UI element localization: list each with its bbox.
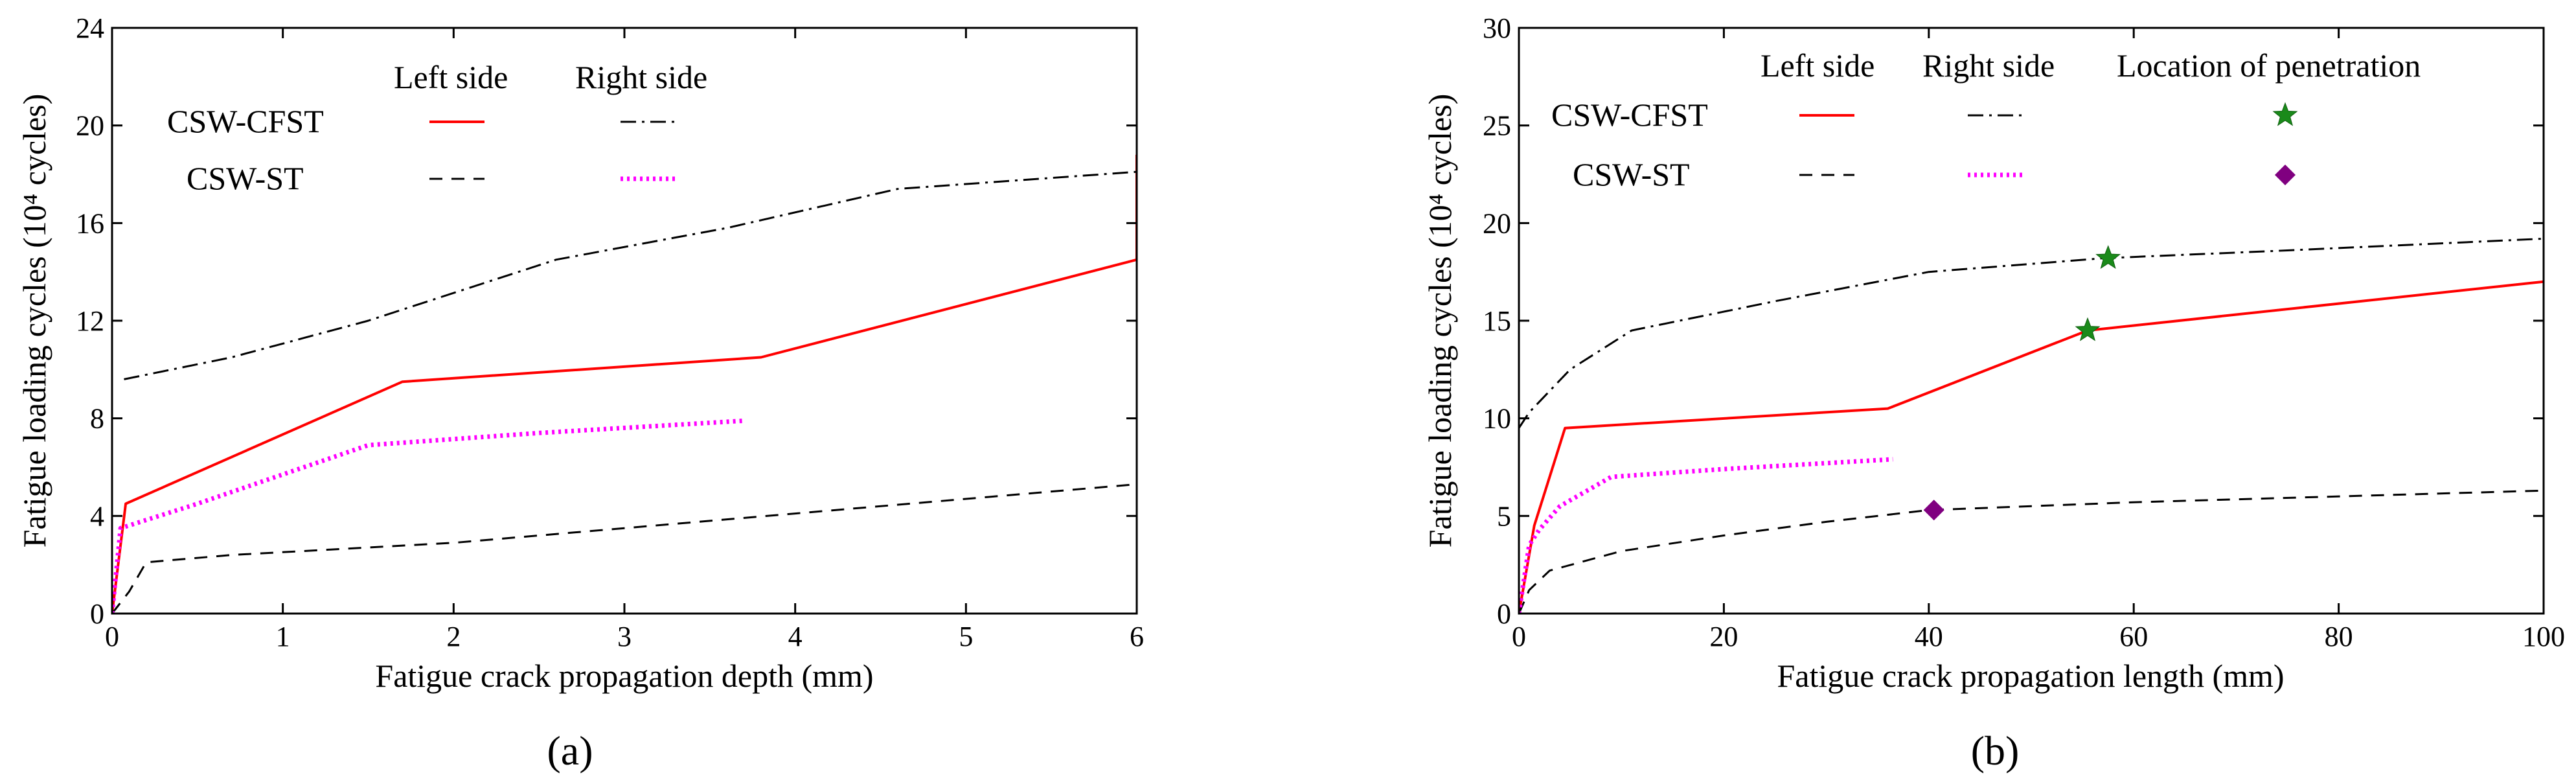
panel-b-x-tick-label: 100	[2522, 621, 2565, 652]
panel-a-y-tick-label: 8	[90, 403, 104, 435]
panel-b-x-tick-label: 40	[1915, 621, 1943, 652]
panel-a-y-tick-label: 12	[76, 305, 104, 337]
panel-b-x-tick-label: 80	[2325, 621, 2353, 652]
panel-b-legend-star-icon	[2272, 102, 2298, 126]
panel-a-x-tick-label: 2	[446, 621, 461, 652]
panel-a-x-tick-label: 0	[105, 621, 119, 652]
panel-a-legend-header-right: Right side	[575, 59, 707, 95]
panel-b-marker-star-1	[2095, 245, 2121, 270]
panel-a-legend-row-st: CSW-ST	[187, 160, 304, 196]
panel-b-y-tick-label: 25	[1483, 110, 1511, 142]
panel-a-series-csw-st-right-side	[112, 418, 744, 614]
panel-a-y-tick-label: 24	[76, 12, 104, 44]
panel-a-y-tick-label: 0	[90, 598, 104, 630]
panel-b-legend-header-penetration: Location of penetration	[2117, 47, 2421, 84]
panel-b-series-csw-st-right-side	[1519, 457, 1893, 614]
panel-b-y-tick-label: 5	[1497, 500, 1511, 532]
panel-a-x-axis-title: Fatigue crack propagation depth (mm)	[375, 658, 873, 694]
panel-b-ticks: 0 20 40 60 80 100 0 5 10 15 20 25 30	[1483, 12, 2565, 652]
panel-b-x-tick-label: 0	[1512, 621, 1526, 652]
panel-b-y-tick-label: 0	[1497, 598, 1511, 630]
panel-b-legend-diamond-icon	[2275, 165, 2296, 185]
panel-b-x-tick-label: 20	[1709, 621, 1738, 652]
panel-a-legend-row-cfst: CSW-CFST	[167, 103, 324, 139]
panel-b-legend: Left side Right side Location of penetra…	[1551, 47, 2421, 192]
panel-b-label: (b)	[1971, 728, 2020, 774]
panel-a-y-axis-title: Fatigue loading cycles (10⁴ cycles)	[16, 94, 52, 548]
panel-b-series	[1519, 237, 2544, 614]
panel-b-legend-row-st: CSW-ST	[1573, 156, 1690, 192]
panel-a-series-csw-cfst-left-side	[112, 154, 1137, 614]
panel-a-series-csw-st-left-side	[112, 483, 1137, 614]
panel-b-y-tick-label: 10	[1483, 403, 1511, 435]
panel-b-series-csw-st-left-side	[1519, 489, 2544, 614]
panel-a-legend: Left side Right side CSW-CFST CSW-ST	[167, 59, 707, 196]
panel-a-x-tick-label: 4	[788, 621, 803, 652]
panel-a-legend-header-left: Left side	[394, 59, 508, 95]
panel-b-y-tick-label: 15	[1483, 305, 1511, 337]
panel-b-legend-row-cfst: CSW-CFST	[1551, 97, 1708, 133]
panel-a-y-tick-label: 4	[90, 500, 104, 532]
panel-b-marker-diamond-2	[1923, 500, 1944, 521]
panel-b-legend-header-right: Right side	[1922, 47, 2055, 84]
panel-a-x-tick-label: 1	[276, 621, 290, 652]
panel-a-y-tick-label: 20	[76, 110, 104, 142]
panel-a-y-tick-label: 16	[76, 207, 104, 239]
panel-a-series-csw-cfst-right-side	[124, 170, 1137, 380]
panel-b-x-axis-title: Fatigue crack propagation length (mm)	[1777, 658, 2284, 694]
panel-b-marker-star-0	[2075, 317, 2101, 341]
panel-a-x-tick-label: 5	[959, 621, 973, 652]
panel-b-series-csw-cfst-left-side	[1519, 280, 2544, 614]
panel-b-markers	[1923, 245, 2121, 521]
panel-b-legend-header-left: Left side	[1761, 47, 1875, 84]
panel-b-series-csw-cfst-right-side	[1519, 237, 2544, 429]
panel-a-x-tick-label: 3	[617, 621, 632, 652]
panel-b-y-tick-label: 20	[1483, 207, 1511, 239]
panel-a-series	[112, 154, 1137, 614]
panel-a-label: (a)	[547, 728, 593, 774]
panel-b: 0 20 40 60 80 100 0 5 10 15 20 25 30 Fatigue crack p…	[1422, 12, 2565, 774]
panel-b-y-tick-label: 30	[1483, 12, 1511, 44]
panel-b-x-tick-label: 60	[2119, 621, 2148, 652]
panel-b-y-axis-title: Fatigue loading cycles (10⁴ cycles)	[1422, 94, 1458, 548]
panel-a-x-tick-label: 6	[1130, 621, 1144, 652]
